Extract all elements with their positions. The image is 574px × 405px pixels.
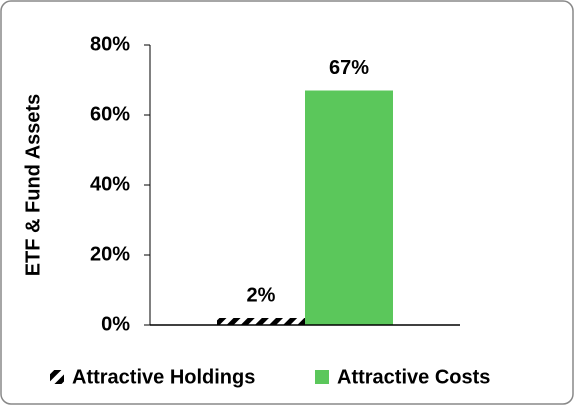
y-tick-label: 60% [90, 103, 130, 125]
bar [305, 90, 393, 325]
y-tick-label: 40% [90, 173, 130, 195]
y-axis-title: ETF & Fund Assets [22, 94, 44, 277]
legend-swatch [50, 370, 64, 384]
legend-label: Attractive Holdings [72, 366, 255, 388]
legend-swatch [315, 370, 329, 384]
y-tick-label: 0% [101, 313, 130, 335]
bar [217, 318, 305, 325]
legend-label: Attractive Costs [337, 366, 490, 388]
y-tick-label: 80% [90, 33, 130, 55]
value-label: 67% [329, 57, 369, 79]
value-label: 2% [247, 284, 276, 306]
y-tick-label: 20% [90, 243, 130, 265]
